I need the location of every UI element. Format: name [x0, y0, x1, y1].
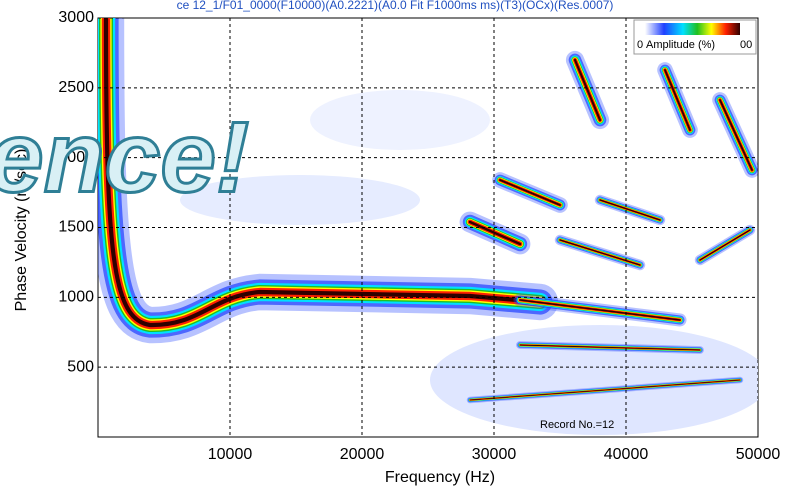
y-tick-label: 3000 — [58, 9, 94, 26]
mode-band — [559, 239, 641, 266]
legend-label: Amplitude (%) — [646, 39, 715, 51]
mode-band — [699, 229, 751, 261]
mode-band — [469, 379, 741, 401]
y-tick-label: 1500 — [58, 219, 94, 236]
annotation: Record No.=12 — [540, 419, 614, 431]
mode-band — [719, 99, 753, 171]
mode-band — [664, 69, 691, 131]
x-tick-label: 40000 — [604, 446, 649, 463]
x-tick-label: 50000 — [736, 446, 781, 463]
legend-max: 00 — [740, 39, 752, 51]
mode-band — [599, 199, 661, 221]
x-tick-label: 30000 — [472, 446, 517, 463]
mode-band — [519, 344, 701, 351]
dispersion-image — [98, 18, 758, 435]
mode-band — [519, 299, 681, 321]
x-axis-label: Frequency (Hz) — [385, 469, 495, 486]
x-tick-label: 20000 — [340, 446, 385, 463]
mode-band — [499, 179, 561, 206]
title: ce 12_1/F01_0000(F10000)(A0.2221)(A0.0 F… — [177, 0, 614, 12]
y-tick-label: 2500 — [58, 79, 94, 96]
mode-band — [103, 18, 543, 328]
y-axis-label: Phase Velocity (m/sec) — [13, 149, 30, 312]
x-tick-label: 10000 — [208, 446, 253, 463]
y-tick-label: 500 — [67, 358, 94, 375]
mode-band — [573, 58, 602, 122]
y-tick-label: 1000 — [58, 289, 94, 306]
colorbar — [645, 23, 740, 35]
legend: 0 Amplitude (%) 00 — [633, 19, 757, 55]
overlay-text: ence! — [0, 101, 249, 213]
y-tick-label: 2000 — [58, 149, 94, 166]
mode-band — [468, 220, 522, 246]
legend-min: 0 — [637, 39, 643, 51]
